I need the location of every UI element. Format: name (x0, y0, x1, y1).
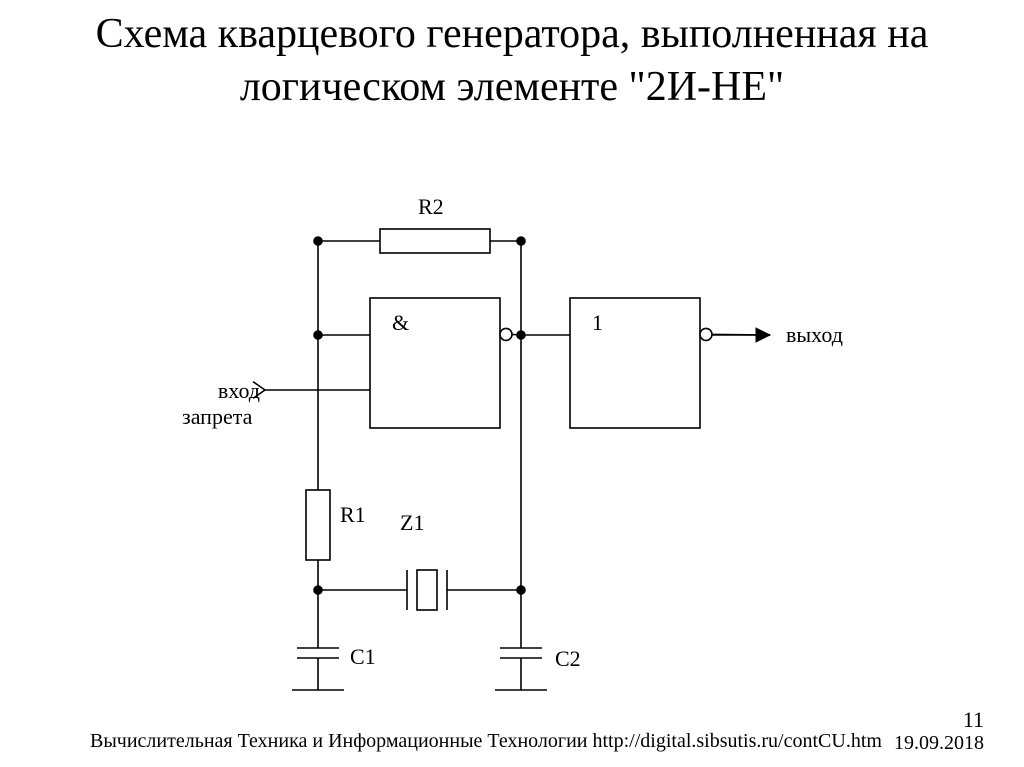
label-input-line1: вход (194, 378, 260, 404)
label-r1: R1 (340, 502, 366, 528)
label-c1: C1 (350, 644, 376, 670)
label-output: выход (786, 322, 843, 348)
gate-inv-symbol: 1 (592, 310, 603, 336)
label-r2: R2 (418, 194, 444, 220)
label-input-line2: запрета (182, 404, 252, 430)
footer-date: 19.09.2018 (894, 732, 984, 755)
gate-and-symbol: & (392, 310, 409, 336)
footer-page: 11 (963, 707, 984, 733)
circuit-diagram (0, 0, 1024, 767)
label-c2: C2 (555, 646, 581, 672)
footer-source: Вычислительная Техника и Информационные … (90, 730, 882, 753)
label-z1: Z1 (400, 510, 424, 536)
